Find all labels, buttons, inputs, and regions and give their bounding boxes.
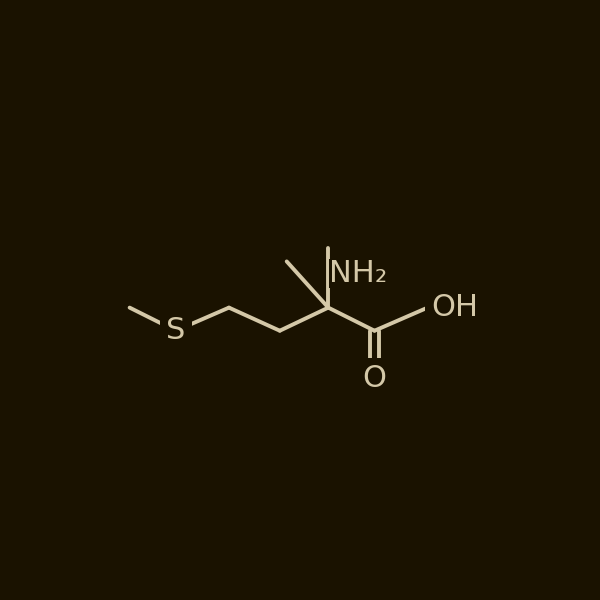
Text: OH: OH: [431, 293, 478, 322]
Text: O: O: [362, 364, 386, 393]
Text: NH: NH: [329, 259, 374, 288]
Text: ₂: ₂: [374, 259, 386, 288]
Text: S: S: [166, 316, 185, 345]
